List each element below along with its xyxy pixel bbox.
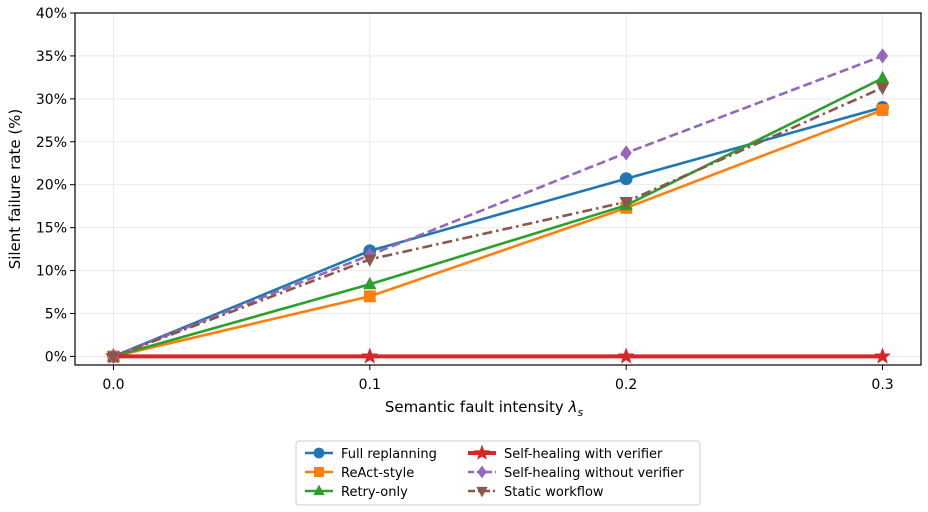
legend: Full replanning ReAct-style Retry-only Self… <box>295 440 701 506</box>
series-line <box>112 54 884 358</box>
x-tick-label: 0.1 <box>359 377 381 393</box>
legend-entry: Retry-only <box>305 484 408 500</box>
y-tick-label: 10% <box>36 264 67 280</box>
legend-entry: Full replanning <box>305 447 437 462</box>
y-tick-label: 15% <box>36 221 67 237</box>
y-tick-label: 35% <box>36 49 67 65</box>
x-axis-label-text: Semantic fault intensity <box>385 398 564 416</box>
y-tick-label: 25% <box>36 135 67 151</box>
legend-entry: ReAct-style <box>305 466 414 481</box>
x-tick-label: 0.2 <box>615 377 637 393</box>
legend-label: Self-healing without verifier <box>504 466 684 481</box>
data-point-star <box>874 347 892 364</box>
y-tick-label: 0% <box>45 349 67 365</box>
legend-entry: Static workflow <box>468 485 604 500</box>
legend-entry: Self-healing without verifier <box>468 465 684 481</box>
legend-label: Retry-only <box>341 485 408 500</box>
data-point-diamond <box>620 145 632 161</box>
legend-label: Static workflow <box>504 485 604 500</box>
y-tick-label: 30% <box>36 92 67 108</box>
x-axis-label-symbol: λ <box>568 398 578 416</box>
x-axis-label: Semantic fault intensity λs <box>385 398 584 419</box>
x-axis-ticks: 0.0 0.1 0.2 0.3 <box>102 365 894 393</box>
data-point-circle <box>313 447 325 459</box>
legend-label: ReAct-style <box>341 466 414 481</box>
legend-label: Self-healing with verifier <box>504 447 663 462</box>
series-5 <box>106 82 890 364</box>
series-3 <box>104 347 892 364</box>
series-1 <box>107 104 889 363</box>
series-2 <box>106 70 890 362</box>
data-point-square <box>876 104 889 116</box>
data-point-square <box>363 290 376 303</box>
data-point-circle <box>619 172 633 186</box>
series-4 <box>107 48 889 364</box>
data-point-star <box>617 347 635 364</box>
y-tick-label: 20% <box>36 178 67 194</box>
plot-frame <box>74 12 922 366</box>
x-tick-label: 0.3 <box>871 377 893 393</box>
x-tick-label: 0.0 <box>102 377 124 393</box>
data-point-triangle-down <box>875 82 890 96</box>
legend-label: Full replanning <box>341 447 437 462</box>
legend-frame <box>295 440 701 506</box>
series-line <box>112 86 884 358</box>
data-point-triangle-down <box>106 351 121 364</box>
data-point-triangle-up <box>875 70 890 84</box>
series-line <box>113 77 884 358</box>
series-lines <box>104 48 892 364</box>
data-point-star <box>361 347 379 364</box>
data-point-triangle-up <box>313 484 325 496</box>
y-axis-label: Silent failure rate (%) <box>6 109 24 270</box>
x-axis-label-subscript: s <box>577 406 583 419</box>
y-tick-label: 5% <box>45 306 67 322</box>
data-point-diamond <box>477 465 487 479</box>
legend-entry: Self-healing with verifier <box>468 444 663 462</box>
data-point-triangle-down <box>619 196 633 210</box>
grid-lines <box>75 12 921 365</box>
data-point-star <box>474 444 490 460</box>
data-point-triangle-down <box>363 254 377 267</box>
data-point-diamond <box>876 48 889 64</box>
series-line <box>113 108 884 358</box>
data-point-triangle-down <box>476 486 488 498</box>
data-point-triangle-up <box>363 276 377 290</box>
data-point-square <box>313 466 324 477</box>
y-axis-ticks: 0% 5% 10% 15% 20% 25% 30% 35% 40% <box>36 6 75 365</box>
y-tick-label: 40% <box>36 6 67 22</box>
